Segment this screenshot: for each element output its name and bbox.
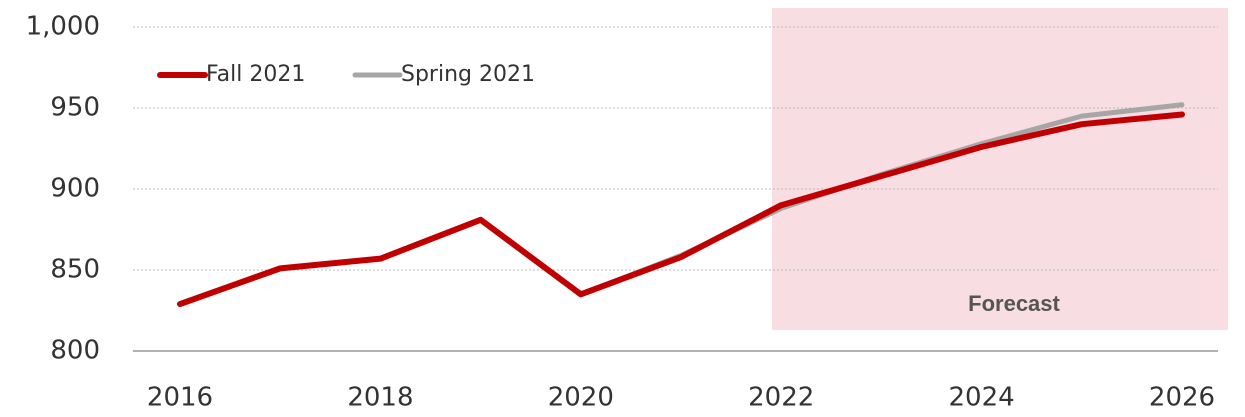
y-tick-label: 950: [50, 93, 100, 123]
y-tick-label: 800: [50, 336, 100, 366]
series-line: [177, 111, 1185, 308]
forecast-region: [772, 8, 1228, 330]
x-tick-label: 2020: [548, 383, 614, 413]
x-tick-label: 2016: [147, 383, 213, 413]
x-tick-label: 2026: [1149, 383, 1215, 413]
x-tick-label: 2022: [748, 383, 814, 413]
legend-label: Spring 2021: [401, 62, 535, 87]
y-tick-label: 850: [50, 255, 100, 285]
y-tick-label: 900: [50, 174, 100, 204]
y-tick-label: 1,000: [26, 12, 100, 42]
legend-label: Fall 2021: [206, 62, 305, 87]
forecast-label: Forecast: [968, 291, 1060, 316]
x-tick-label: 2024: [949, 383, 1015, 413]
x-tick-label: 2018: [347, 383, 413, 413]
